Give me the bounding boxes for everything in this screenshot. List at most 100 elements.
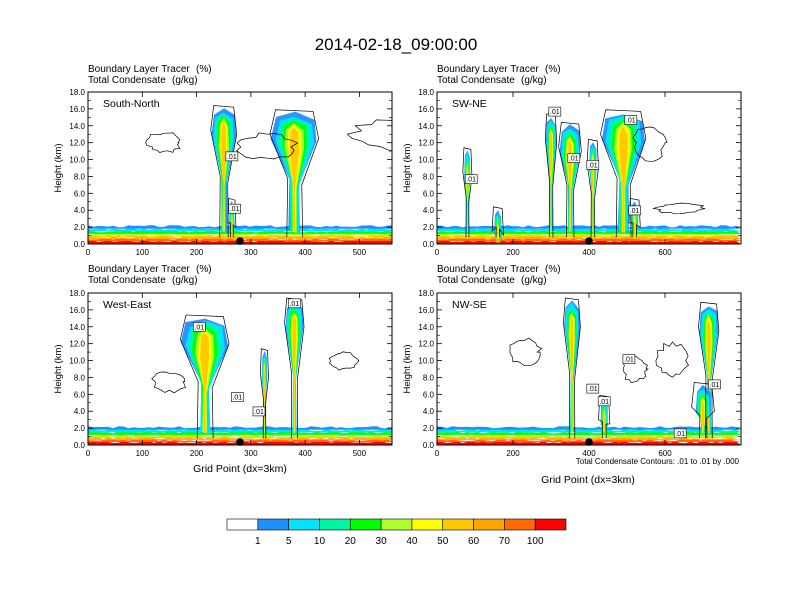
panel-4-ytick-label-8: 16.0	[418, 306, 434, 315]
panel-4-contour-units: (g/kg)	[521, 275, 547, 286]
panel-1-plot: .01 .01 0.0 2.0 4.0 6.0 8.0 10.0 12.0 14.0 16.0 18.…	[69, 88, 393, 257]
panel-3-xtick-label-3: 300	[244, 449, 258, 458]
panel-4-field	[437, 297, 741, 445]
panel-4-ytick-label-7: 14.0	[418, 323, 434, 332]
panel-4-xlabel: Grid Point (dx=3km)	[541, 474, 635, 486]
panel-1-variable-title: Boundary Layer Tracer	[88, 64, 190, 75]
panel-1-contour-label-box-0	[225, 151, 239, 162]
panel-1-contour-label-1: .01	[228, 203, 241, 214]
panel-3-contour-label-text-3: .01	[289, 301, 299, 308]
panel-4-xtick-label-1: 200	[506, 449, 520, 458]
panel-3-ytick-label-9: 18.0	[69, 289, 85, 298]
panel-4-contour-label-box-1	[597, 396, 611, 407]
panel-3-contour-title: Total Condensate	[88, 275, 166, 286]
panel-2-ytick-label-8: 16.0	[418, 105, 434, 114]
panel-3-location-marker	[236, 438, 244, 446]
colorbar-label-7: 60	[468, 536, 480, 547]
panel-2-contour-label-box-0	[464, 174, 478, 184]
panel-1-frame	[87, 91, 393, 245]
panel-2-tower-5-band-6	[619, 126, 628, 233]
panel-1-contour-tower-1	[227, 197, 237, 238]
panel-1-ylabel: Height (km)	[53, 143, 64, 192]
panel-2-ytick-label-0: 0.0	[423, 240, 435, 249]
panel-4-contour-tower-2	[698, 301, 720, 439]
panel-4-contour-label-2: .01	[622, 354, 636, 364]
panel-2-xtick-label-2: 400	[582, 248, 596, 257]
panel-1-contour-tower-2	[269, 109, 319, 238]
panel-3-contour-label-0: .01	[192, 322, 206, 332]
panel-2-ylabel: Height (km)	[402, 143, 413, 192]
panel-2-contour-label-box-4	[624, 115, 638, 125]
panel-3-bl-band-2	[88, 437, 392, 440]
panel-1-ytick-label-0: 0.0	[74, 240, 86, 249]
panel-4-contour-closed-2	[655, 341, 689, 378]
panel-sw-ne: Boundary Layer Tracer (%) Total Condensa…	[402, 64, 561, 193]
panel-3-xlabel: Grid Point (dx=3km)	[193, 463, 287, 475]
panel-4-tower-1-band-6	[603, 413, 605, 439]
panel-3-ytick-label-7: 14.0	[69, 323, 85, 332]
panel-1-contour-label-text-1: .01	[230, 206, 240, 213]
panel-4-contour-label-text-4: .01	[675, 431, 685, 438]
panel-1-contour-label-text-0: .01	[227, 154, 237, 161]
panel-2-tower-2-band-6	[549, 131, 552, 233]
panel-nw-se: Boundary Layer Tracer (%) Total Condensa…	[402, 264, 740, 486]
colorbar-box-9	[504, 518, 536, 531]
colorbar-box-7	[442, 518, 474, 531]
panel-1-ytick-label-1: 2.0	[74, 223, 86, 232]
panel-3-xtick-label-4: 400	[298, 449, 312, 458]
colorbar-label-6: 50	[437, 536, 449, 547]
panel-2-ytick-label-3: 6.0	[423, 189, 435, 198]
panel-1-ytick-label-9: 18.0	[69, 88, 85, 97]
panel-2-contour-tower-3	[558, 122, 582, 238]
panel-2-contour-label-text-5: .01	[630, 208, 640, 215]
panel-1-ytick-label-7: 14.0	[69, 122, 85, 131]
panel-1-bl-band-5	[88, 230, 392, 234]
panel-2-variable-units: (%)	[545, 64, 561, 75]
panel-4-ytick-label-4: 8.0	[423, 373, 435, 382]
panel-3-xtick-label-2: 200	[190, 449, 204, 458]
colorbar-label-8: 70	[499, 536, 511, 547]
panel-4-contour-label-4: .01	[673, 428, 687, 439]
panel-3-contour-closed-1	[328, 351, 360, 371]
panel-1-contour-units: (g/kg)	[172, 75, 198, 86]
panel-4-contour-label-box-2	[622, 354, 636, 364]
panel-3-contour-label-box-0	[192, 322, 206, 332]
colorbar-box-6	[411, 518, 444, 531]
panel-4-xtick-label-3: 600	[658, 449, 672, 458]
panel-4-contour-tower-3	[691, 382, 715, 439]
panel-2-xtick-label-3: 600	[658, 248, 672, 257]
panel-1-xtick-label-0: 0	[86, 248, 91, 257]
panel-4-ytick-label-0: 0.0	[423, 441, 435, 450]
panel-3-tower-1-band-6	[263, 366, 265, 432]
panel-1-bl-band-4	[88, 232, 392, 236]
panel-3-variable-title: Boundary Layer Tracer	[88, 264, 190, 275]
colorbar-label-9: 100	[527, 536, 544, 547]
panel-2-bl-band-4	[437, 232, 741, 236]
panel-1-bl-band-7	[88, 225, 392, 229]
panel-2-xtick-label-1: 200	[506, 248, 520, 257]
colorbar-label-1: 5	[286, 536, 292, 547]
panel-4-ytick-label-5: 10.0	[418, 357, 434, 366]
panel-2-contour-closed-1	[652, 202, 706, 215]
panel-2-section-name: SW-NE	[452, 98, 487, 110]
colorbar-label-0: 1	[255, 536, 261, 547]
panel-1-ytick-label-8: 16.0	[69, 105, 85, 114]
panel-3-contour-label-1: .01	[230, 392, 244, 402]
panel-4-bl-band-3	[437, 435, 741, 439]
panel-2-ytick-label-9: 18.0	[418, 88, 434, 97]
panel-3-xtick-label-5: 500	[353, 449, 367, 458]
panel-3-section-name: West-East	[103, 299, 151, 311]
panel-3-contour-label-box-1	[230, 392, 244, 402]
panel-3-tower-2-band-6	[292, 315, 297, 434]
panel-3-contour-label-box-3	[287, 298, 301, 309]
panel-3-contour-tower-0	[180, 314, 230, 439]
panel-2-contour-closed-0	[632, 126, 668, 162]
panel-1-ytick-label-2: 4.0	[74, 206, 86, 215]
panel-4-contour-label-1: .01	[597, 396, 611, 407]
panel-2-bl-band-7	[437, 225, 741, 229]
panel-1-contour-closed-2	[346, 119, 392, 151]
panel-1-contour-tower-0	[210, 105, 238, 238]
panel-3-xtick-label-0: 0	[86, 449, 91, 458]
panel-2-contour-label-0: .01	[464, 174, 478, 184]
panel-4-contour-label-box-3	[708, 379, 721, 390]
